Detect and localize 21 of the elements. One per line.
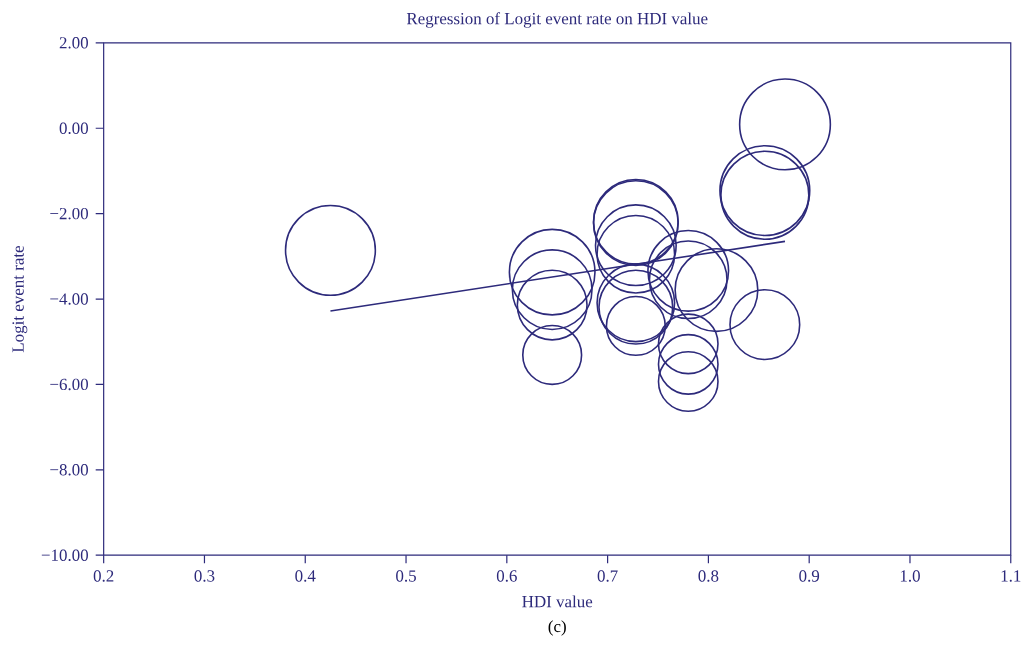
y-axis-title: Logit event rate bbox=[12, 246, 28, 353]
x-tick-label: 0.4 bbox=[295, 570, 316, 582]
y-tick-label: −2.00 bbox=[50, 207, 88, 220]
y-tick-label: −8.00 bbox=[50, 464, 88, 476]
x-tick-label: 0.7 bbox=[597, 570, 618, 582]
x-tick-label: 1.0 bbox=[900, 570, 920, 582]
x-tick-label: 0.6 bbox=[496, 570, 517, 582]
x-tick-label: 0.3 bbox=[194, 570, 215, 582]
y-tick-label: −10.00 bbox=[41, 549, 88, 562]
x-axis-title: HDI value bbox=[522, 595, 593, 608]
y-tick-label: −4.00 bbox=[50, 293, 88, 305]
y-tick-label: −6.00 bbox=[50, 378, 88, 391]
x-tick-label: 0.2 bbox=[93, 570, 114, 582]
text: (c) bbox=[548, 620, 566, 636]
chart-title: Regression of Logit event rate on HDI value bbox=[406, 12, 708, 28]
y-tick-label: 2.00 bbox=[59, 37, 88, 49]
x-tick-label: 1.1 bbox=[1001, 570, 1021, 582]
x-tick-label: 0.8 bbox=[698, 570, 719, 582]
x-tick-label: 0.5 bbox=[396, 570, 416, 582]
y-tick-label: 0.00 bbox=[59, 122, 88, 135]
x-tick-label: 0.9 bbox=[799, 570, 820, 582]
